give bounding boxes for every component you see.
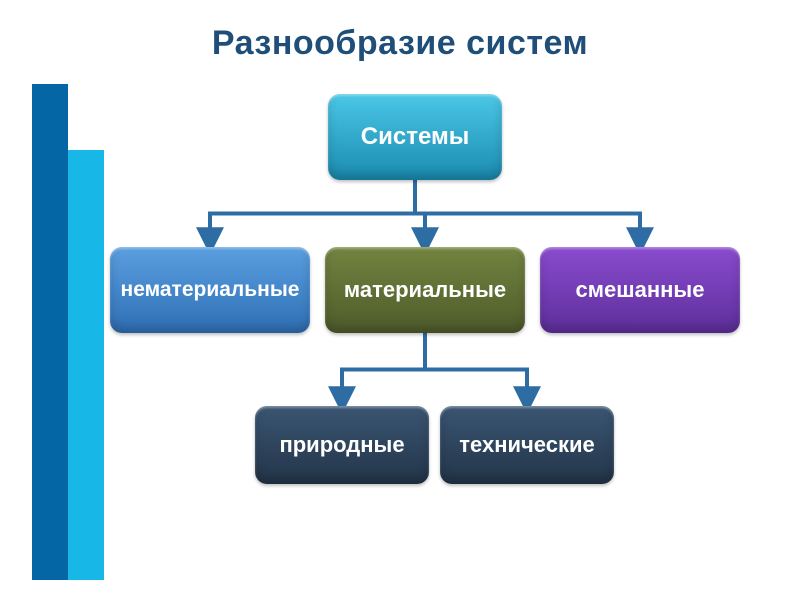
node-material-label: материальные <box>344 277 506 303</box>
node-technical: технические <box>440 406 614 484</box>
node-natural: природные <box>255 406 429 484</box>
node-mixed-label: смешанные <box>576 277 705 303</box>
node-technical-label: технические <box>459 432 595 458</box>
page-title: Разнообразие систем <box>0 24 800 63</box>
sidebar-accent-light <box>68 150 104 580</box>
node-mixed: смешанные <box>540 247 740 333</box>
node-natural-label: природные <box>279 432 404 458</box>
node-root-label: Системы <box>361 123 469 151</box>
node-nonmaterial: нематериальные <box>110 247 310 333</box>
node-root: Системы <box>328 94 502 180</box>
node-material: материальные <box>325 247 525 333</box>
sidebar-accent-dark <box>32 84 68 580</box>
node-nonmaterial-label: нематериальные <box>121 278 300 302</box>
diagram-stage: Разнообразие систем Системы нематериальн… <box>0 0 800 600</box>
